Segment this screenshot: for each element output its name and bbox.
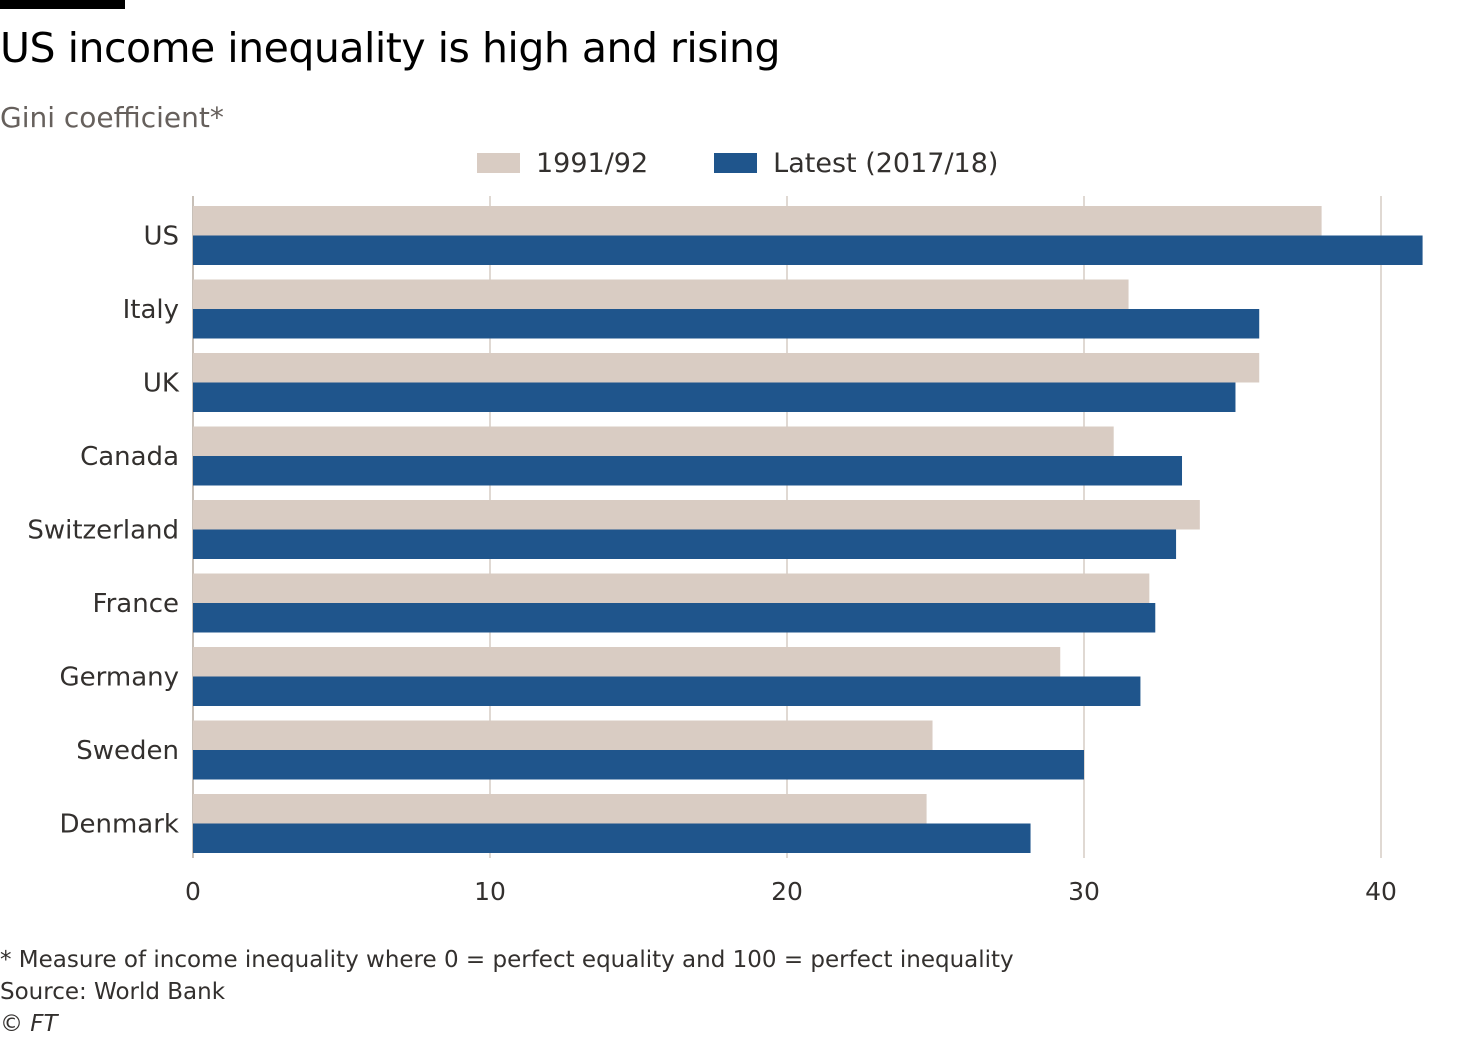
legend-item-1991: 1991/92: [477, 148, 648, 179]
bar-canada-1991: [193, 426, 1114, 456]
footnote-credit: © FT: [0, 1011, 58, 1037]
bar-sweden-1991: [193, 720, 933, 750]
category-label-switzerland: Switzerland: [27, 516, 179, 546]
bar-italy-1991: [193, 279, 1129, 309]
bar-switzerland-1991: [193, 500, 1200, 530]
bar-france-latest: [193, 603, 1156, 633]
bar-germany-latest: [193, 676, 1141, 706]
x-tick-label-40: 40: [1365, 877, 1397, 906]
bar-france-1991: [193, 573, 1150, 603]
bar-uk-1991: [193, 353, 1260, 383]
category-label-us: US: [143, 222, 179, 252]
footnote-definition: * Measure of income inequality where 0 =…: [0, 947, 1014, 973]
x-tick-label-10: 10: [474, 877, 506, 906]
bar-uk-latest: [193, 382, 1236, 412]
category-label-uk: UK: [143, 369, 180, 399]
bar-canada-latest: [193, 456, 1183, 486]
bar-switzerland-latest: [193, 529, 1177, 559]
bar-italy-latest: [193, 309, 1260, 339]
chart-subtitle: Gini coefficient*: [0, 101, 224, 134]
footnote-source: Source: World Bank: [0, 979, 226, 1005]
category-label-germany: Germany: [59, 663, 179, 693]
bar-chart: 0 10 20 30 40 US Italy UK Canada Switzerland Franc…: [27, 196, 1423, 907]
legend-swatch-latest: [714, 153, 758, 173]
bar-us-latest: [193, 235, 1423, 265]
bar-us-1991: [193, 206, 1322, 236]
x-tick-label-0: 0: [185, 877, 201, 906]
bar-denmark-1991: [193, 794, 927, 824]
category-label-denmark: Denmark: [59, 810, 179, 840]
category-label-canada: Canada: [80, 442, 179, 472]
legend-label-1991: 1991/92: [536, 147, 649, 179]
x-tick-label-20: 20: [771, 877, 803, 906]
category-label-sweden: Sweden: [76, 736, 179, 766]
legend: 1991/92 Latest (2017/18): [477, 145, 1064, 181]
category-label-italy: Italy: [123, 295, 179, 325]
bar-germany-1991: [193, 647, 1061, 677]
x-tick-label-30: 30: [1068, 877, 1100, 906]
legend-item-latest: Latest (2017/18): [714, 148, 998, 179]
legend-swatch-1991: [477, 153, 520, 173]
category-label-france: France: [93, 589, 179, 619]
legend-label-latest: Latest (2017/18): [773, 147, 999, 179]
chart-title: US income inequality is high and rising: [0, 24, 781, 72]
label-layer: 0 10 20 30 40 US Italy UK Canada Switzerland Franc…: [27, 222, 1397, 907]
bar-denmark-latest: [193, 823, 1031, 853]
bar-sweden-latest: [193, 750, 1084, 780]
bar-layer: [193, 206, 1423, 853]
top-rule: [0, 0, 125, 9]
